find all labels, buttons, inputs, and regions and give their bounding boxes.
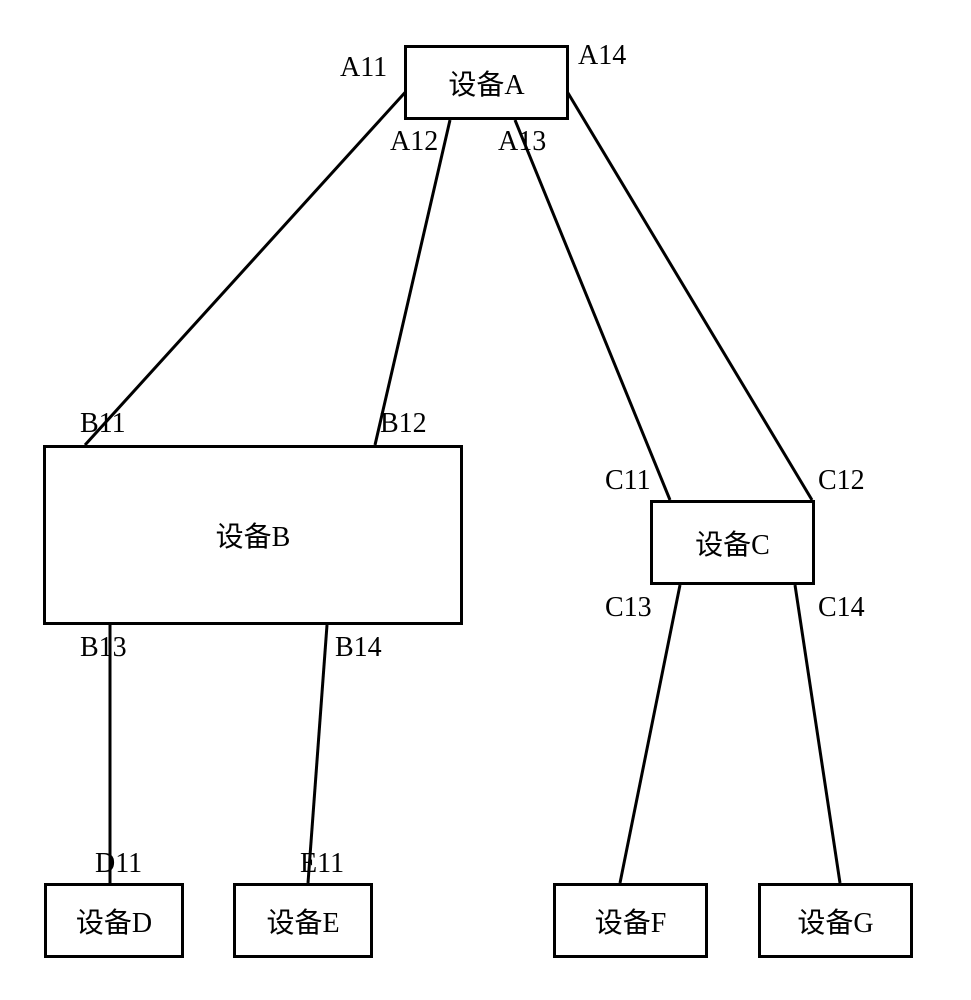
node-F: 设备F — [553, 883, 708, 958]
node-D: 设备D — [44, 883, 184, 958]
edge-A-C-1 — [515, 120, 670, 500]
node-E-label: 设备E — [266, 901, 339, 941]
port-A14: A14 — [578, 40, 626, 72]
node-B: 设备B — [43, 445, 463, 625]
port-B11: B11 — [80, 408, 126, 440]
node-C-label: 设备C — [695, 523, 770, 563]
edge-C-G — [795, 585, 840, 883]
node-A: 设备A — [404, 45, 569, 120]
node-D-label: 设备D — [76, 901, 152, 941]
port-A12: A12 — [390, 126, 438, 158]
port-A13: A13 — [498, 126, 546, 158]
node-G: 设备G — [758, 883, 913, 958]
port-C13: C13 — [605, 592, 652, 624]
node-A-label: 设备A — [448, 63, 524, 103]
port-C11: C11 — [605, 465, 651, 497]
port-B13: B13 — [80, 632, 127, 664]
node-C: 设备C — [650, 500, 815, 585]
edge-B-E — [308, 625, 327, 883]
node-F-label: 设备F — [595, 901, 667, 941]
node-G-label: 设备G — [797, 901, 873, 941]
node-E: 设备E — [233, 883, 373, 958]
edge-A-C-2 — [565, 88, 812, 500]
port-A11: A11 — [340, 52, 387, 84]
port-B12: B12 — [380, 408, 427, 440]
port-C12: C12 — [818, 465, 865, 497]
node-B-label: 设备B — [216, 515, 291, 555]
edge-A-B-2 — [375, 120, 450, 445]
port-C14: C14 — [818, 592, 865, 624]
edge-C-F — [620, 585, 680, 883]
edge-A-B-1 — [85, 87, 410, 445]
port-D11: D11 — [95, 848, 142, 880]
port-E11: E11 — [300, 848, 344, 880]
port-B14: B14 — [335, 632, 382, 664]
